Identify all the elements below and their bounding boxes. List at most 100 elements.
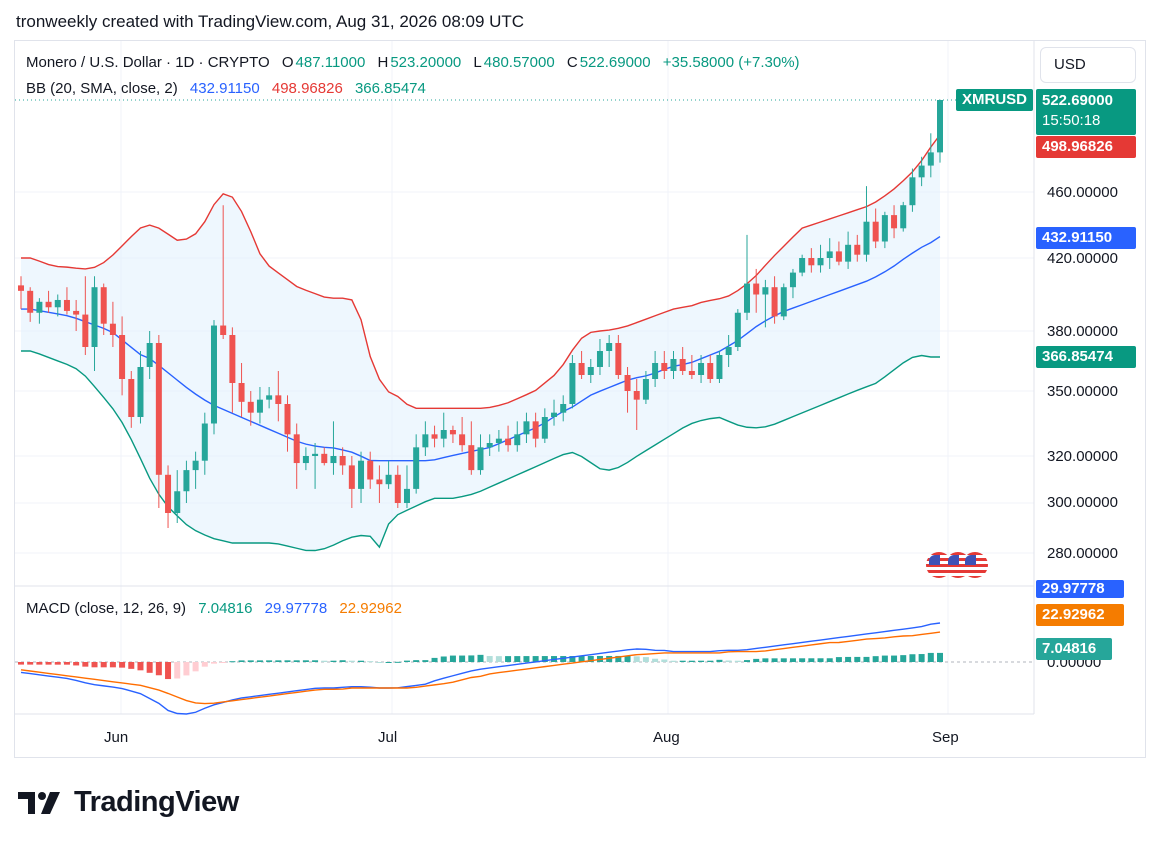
candle-body xyxy=(817,258,824,266)
candle-body xyxy=(615,343,622,375)
bb-basis-value: 432.91150 xyxy=(189,80,260,97)
macd-histogram-bar xyxy=(128,662,135,669)
candle-body xyxy=(293,434,300,464)
legend-high-label: H xyxy=(377,54,389,71)
macd-histogram-bar xyxy=(109,662,116,668)
candle-body xyxy=(845,244,852,262)
legend-close-label: C xyxy=(566,54,578,71)
countdown-value: 15:50:18 xyxy=(1042,112,1101,129)
candle-body xyxy=(45,301,52,308)
event-flag-icon[interactable] xyxy=(962,552,988,578)
candle-body xyxy=(725,347,732,355)
macd-histogram-bar xyxy=(63,662,70,665)
candle-body xyxy=(891,215,898,229)
macd-hist-value: 7.04816 xyxy=(198,600,253,617)
macd-histogram-bar xyxy=(367,661,374,663)
macd-histogram-bar xyxy=(872,656,879,662)
macd-histogram-bar xyxy=(431,657,438,662)
candle-body xyxy=(100,287,107,324)
macd-histogram-bar xyxy=(54,662,61,665)
tradingview-logo-icon xyxy=(18,791,60,814)
candle-body xyxy=(321,453,328,464)
currency-button[interactable]: USD xyxy=(1040,47,1136,83)
candle-body xyxy=(918,165,925,178)
candle-body xyxy=(835,251,842,262)
macd-histogram-bar xyxy=(826,658,833,662)
candle-body xyxy=(578,363,585,375)
candle-body xyxy=(119,335,126,379)
candle-body xyxy=(606,343,613,351)
candle-body xyxy=(36,301,43,313)
macd-histogram-bar xyxy=(100,662,107,668)
candle-body xyxy=(633,391,640,400)
candle-body xyxy=(624,375,631,391)
bb-label: BB (20, SMA, close, 2) xyxy=(26,80,178,97)
macd-histogram-bar xyxy=(486,656,493,662)
candle-body xyxy=(523,421,530,435)
macd-line-value: 29.97778 xyxy=(264,600,328,617)
legend-symbol: Monero / U.S. Dollar · 1D · CRYPTO xyxy=(26,54,270,71)
macd-histogram-bar xyxy=(137,662,144,671)
macd-histogram-bar xyxy=(541,656,548,662)
last-price-value: 522.69000 xyxy=(1042,92,1113,109)
candle-body xyxy=(734,312,741,347)
macd-histogram-bar xyxy=(18,662,24,665)
macd-histogram-bar xyxy=(679,660,686,662)
macd-histogram-bar xyxy=(835,657,842,662)
macd-histogram-bar xyxy=(155,662,162,676)
candle-body xyxy=(155,343,162,475)
candle-body xyxy=(753,283,760,295)
macd-histogram-bar xyxy=(477,654,484,662)
candle-body xyxy=(927,152,934,166)
y-tick-label: 300.00000 xyxy=(1047,494,1118,511)
candle-body xyxy=(459,434,466,446)
macd-histogram-bar xyxy=(771,658,778,662)
bb-upper-tag: 498.96826 xyxy=(1036,136,1136,158)
candle-body xyxy=(358,460,365,489)
macd-histogram-bar xyxy=(385,662,392,663)
candle-body xyxy=(275,395,282,404)
candle-body xyxy=(266,395,273,400)
candle-body xyxy=(560,404,567,413)
candle-body xyxy=(385,474,392,485)
macd-histogram-bar xyxy=(799,658,806,662)
macd-histogram-bar xyxy=(780,658,787,662)
macd-histogram-bar xyxy=(762,658,769,662)
candle-body xyxy=(238,383,245,402)
macd-histogram-bar xyxy=(569,656,576,662)
macd-histogram-bar xyxy=(789,658,796,662)
candle-body xyxy=(27,290,34,313)
candle-body xyxy=(505,438,512,446)
candle-body xyxy=(468,445,475,471)
symbol-tag: XMRUSD xyxy=(956,89,1034,111)
candle-body xyxy=(174,491,181,513)
macd-histogram-bar xyxy=(210,662,217,664)
macd-histogram-bar xyxy=(459,655,466,662)
candle-body xyxy=(165,474,172,513)
candle-body xyxy=(229,335,236,383)
x-tick-label: Aug xyxy=(653,729,680,746)
macd-histogram-bar xyxy=(652,658,659,662)
candle-body xyxy=(137,367,144,417)
macd-histogram-bar xyxy=(744,660,751,662)
macd-histogram-bar xyxy=(698,660,705,662)
macd-histogram-bar xyxy=(36,662,43,665)
candle-body xyxy=(707,363,714,379)
candle-body xyxy=(587,367,594,375)
candle-body xyxy=(431,434,438,439)
candle-body xyxy=(394,474,401,503)
candle-body xyxy=(771,287,778,317)
macd-histogram-bar xyxy=(734,660,741,662)
macd-histogram-bar xyxy=(183,662,190,676)
candle-body xyxy=(477,447,484,471)
candle-body xyxy=(330,456,337,464)
macd-histogram-bar xyxy=(468,655,475,662)
macd-histogram-bar xyxy=(688,660,695,662)
candle-body xyxy=(881,215,888,242)
tradingview-logo-text: TradingView xyxy=(74,786,239,818)
candle-body xyxy=(569,363,576,404)
y-tick-label: 460.00000 xyxy=(1047,184,1118,201)
macd-histogram-bar xyxy=(27,662,34,665)
macd-histogram-bar xyxy=(578,656,585,662)
